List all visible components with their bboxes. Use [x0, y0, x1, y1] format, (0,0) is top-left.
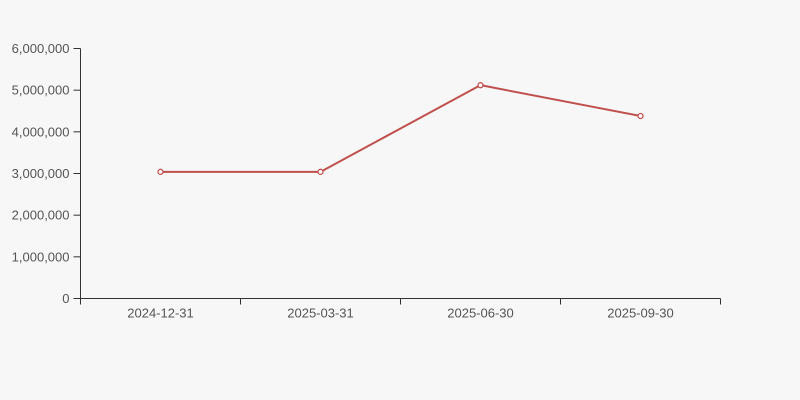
y-axis-tick-label: 4,000,000	[12, 124, 70, 139]
data-point-marker	[157, 168, 164, 175]
y-axis-tick-label: 2,000,000	[12, 208, 70, 223]
y-axis-tick-label: 3,000,000	[12, 166, 70, 181]
y-axis-tick-label: 1,000,000	[12, 249, 70, 264]
x-axis-tick-label: 2025-06-30	[447, 306, 514, 321]
y-axis-tick-label: 5,000,000	[12, 83, 70, 98]
x-axis-tick-label: 2025-03-31	[287, 306, 354, 321]
x-axis-tick-label: 2025-09-30	[607, 306, 674, 321]
data-point-marker	[317, 168, 324, 175]
y-axis-tick-label: 6,000,000	[12, 41, 70, 56]
x-axis-tick-label: 2024-12-31	[127, 306, 194, 321]
data-point-marker	[637, 112, 644, 120]
data-line	[159, 84, 642, 173]
data-point-marker	[477, 82, 484, 89]
y-axis-tick-label: 0	[62, 291, 69, 306]
